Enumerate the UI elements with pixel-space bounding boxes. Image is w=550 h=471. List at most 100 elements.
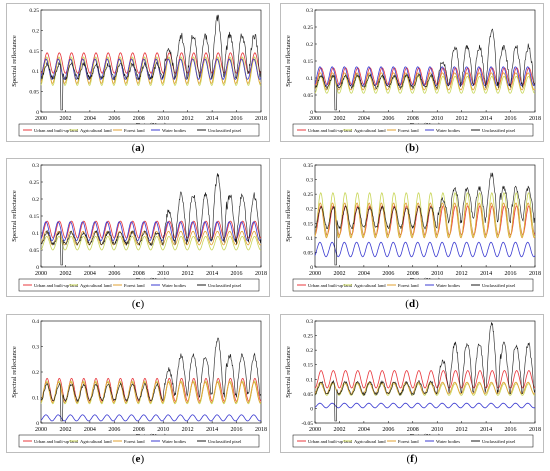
series-line-4: [40, 337, 262, 422]
panel-a-chart: 2000 2002 2004 2006 2008 2010 2012 2014 2016 2018…: [6, 3, 270, 142]
x-tick-label: 2004: [358, 427, 370, 433]
y-tick-label: 0.2: [32, 28, 39, 34]
y-tick-label: 0.3: [306, 319, 313, 325]
series-line-1: [314, 75, 536, 94]
panel-b-chart: 2000 2002 2004 2006 2008 2010 2012 2014 2016 2018…: [280, 3, 544, 142]
series-line-3: [314, 402, 536, 409]
y-axis-label: Spectral reflectance: [285, 346, 292, 398]
x-tick-label: 2018: [529, 271, 541, 277]
y-tick-label: 0.05: [303, 392, 313, 398]
legend: [18, 123, 260, 137]
x-tick-label: 2004: [358, 271, 370, 277]
x-tick-label: 2012: [182, 116, 194, 122]
y-tick-label: 0.15: [29, 49, 39, 55]
y-tick-label: 0.25: [29, 180, 39, 186]
x-tick-label: 2018: [529, 116, 541, 122]
x-tick-label: 2008: [407, 116, 419, 122]
legend-label-0: Urban and built-up land: [308, 439, 353, 444]
y-tick-label: 0.3: [32, 163, 39, 169]
x-tick-label: 2018: [255, 116, 267, 122]
panel-d-chart: 2000 2002 2004 2006 2008 2010 2012 2014 2016 2018…: [280, 158, 544, 297]
legend-label-4: Unclassified pixel: [208, 128, 242, 133]
x-tick-label: 2006: [382, 271, 394, 277]
legend-label-4: Unclassified pixel: [482, 128, 516, 133]
legend-label-0: Urban and built-up land: [34, 439, 79, 444]
legend-label-1: Agricultural land: [354, 439, 386, 444]
plot-area: [40, 9, 262, 113]
x-tick-label: 2010: [431, 427, 443, 433]
x-tick-label: 2008: [133, 271, 145, 277]
x-tick-label: 2014: [206, 116, 218, 122]
x-tick-label: 2004: [84, 116, 96, 122]
series-line-2: [40, 230, 262, 246]
panel-b-label: (b): [405, 142, 419, 154]
y-tick-label: 0.25: [303, 334, 313, 340]
series-line-1: [314, 383, 536, 396]
x-tick-label: 2002: [333, 427, 345, 433]
legend: [292, 278, 534, 292]
series-line-2: [314, 202, 536, 239]
series-line-4: [314, 322, 536, 422]
y-tick-label: 0.35: [303, 163, 313, 169]
x-tick-label: 2018: [529, 427, 541, 433]
legend-label-0: Urban and built-up land: [308, 128, 353, 133]
x-tick-label: 2012: [456, 116, 468, 122]
legend-label-0: Urban and built-up land: [308, 283, 353, 288]
x-tick-label: 2010: [157, 427, 169, 433]
series-line-2: [40, 381, 262, 404]
y-axis-label: Spectral reflectance: [285, 190, 292, 242]
y-tick-label: 0.3: [32, 345, 39, 351]
legend-label-3: Water bodies: [162, 128, 186, 133]
y-tick-label: 0.3: [306, 8, 313, 14]
panel-e-label: (e): [131, 453, 145, 465]
x-tick-label: 2000: [309, 427, 321, 433]
x-tick-label: 2006: [382, 427, 394, 433]
series-line-1: [40, 235, 262, 251]
panel-a-svg: 2000 2002 2004 2006 2008 2010 2012 2014 2016 2018…: [11, 8, 267, 137]
x-tick-label: 2016: [505, 271, 517, 277]
panel-c-label: (c): [131, 298, 145, 310]
series-line-2: [40, 58, 262, 84]
x-tick-label: 2012: [182, 427, 194, 433]
legend-label-0: Urban and built-up land: [34, 283, 79, 288]
legend-label-1: Agricultural land: [354, 283, 386, 288]
x-tick-label: 2014: [206, 271, 218, 277]
x-tick-label: 2000: [35, 427, 47, 433]
panel-d-label: (d): [405, 298, 419, 310]
x-tick-label: 2004: [84, 427, 96, 433]
y-tick-label: 0.4: [32, 319, 39, 325]
x-tick-label: 2002: [59, 427, 71, 433]
x-tick-label: 2014: [480, 427, 492, 433]
x-tick-label: 2016: [231, 271, 243, 277]
x-tick-label: 2006: [108, 427, 120, 433]
plot-area: [314, 9, 536, 113]
panel-e-svg: 2000 2002 2004 2006 2008 2010 2012 2014 2016 2018…: [11, 319, 267, 448]
x-tick-label: 2004: [358, 116, 370, 122]
y-tick-label: 0.1: [32, 396, 39, 402]
legend: [292, 434, 534, 448]
y-tick-label: 0.25: [29, 8, 39, 14]
y-tick-label: 0.1: [306, 76, 313, 82]
series-line-3: [314, 241, 536, 258]
y-tick-label: 0.05: [303, 250, 313, 256]
panel-c-svg: 2000 2002 2004 2006 2008 2010 2012 2014 2016 2018…: [11, 163, 267, 292]
y-tick-label: 0.25: [303, 25, 313, 31]
x-tick-label: 2002: [333, 116, 345, 122]
legend: [18, 434, 260, 448]
legend-label-4: Unclassified pixel: [208, 283, 242, 288]
x-tick-label: 2008: [407, 427, 419, 433]
series-line-4: [40, 173, 262, 266]
y-tick-label: 0.2: [32, 197, 39, 203]
series-line-4: [40, 14, 262, 111]
y-axis-label: Spectral reflectance: [11, 35, 18, 87]
y-tick-label: 0.05: [29, 90, 39, 96]
legend-label-3: Water bodies: [436, 283, 460, 288]
x-tick-label: 2000: [309, 116, 321, 122]
y-tick-label: 0.15: [303, 59, 313, 65]
x-tick-label: 2016: [231, 116, 243, 122]
legend-label-1: Agricultural land: [80, 439, 112, 444]
x-tick-label: 2012: [182, 271, 194, 277]
legend-label-0: Urban and built-up land: [34, 128, 79, 133]
y-tick-label: -0.05: [302, 421, 314, 427]
legend-label-3: Water bodies: [436, 128, 460, 133]
